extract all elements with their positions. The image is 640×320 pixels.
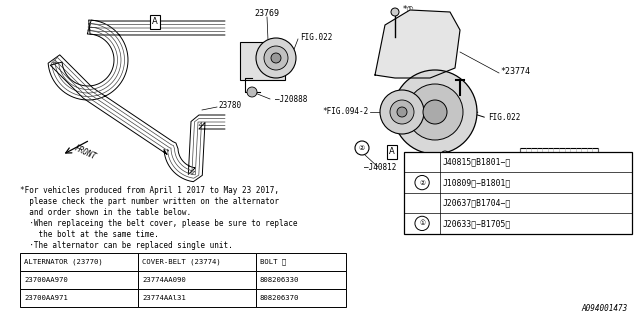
Circle shape <box>415 175 429 190</box>
Bar <box>138 289 256 307</box>
Text: and order shown in the table below.: and order shown in the table below. <box>20 208 191 217</box>
Text: 23774AA090: 23774AA090 <box>142 277 186 283</box>
Text: A094001473: A094001473 <box>582 304 628 313</box>
Text: FIG.022: FIG.022 <box>488 114 520 123</box>
Text: FRONT: FRONT <box>72 144 97 162</box>
Bar <box>20 271 138 289</box>
Bar <box>256 271 346 289</box>
Circle shape <box>355 141 369 155</box>
Text: —J40812: —J40812 <box>364 164 396 172</box>
Text: *23774: *23774 <box>500 68 530 76</box>
Bar <box>528 156 590 174</box>
Text: A: A <box>152 18 158 27</box>
Text: ②: ② <box>419 180 425 186</box>
Text: 23780: 23780 <box>218 100 241 109</box>
Text: 808206330: 808206330 <box>260 277 300 283</box>
Text: 23769: 23769 <box>255 9 280 18</box>
Circle shape <box>264 46 288 70</box>
Text: J20637（B1704−）: J20637（B1704−） <box>443 198 511 207</box>
Bar <box>240 42 285 80</box>
Bar <box>256 289 346 307</box>
Text: J40815（B1801−）: J40815（B1801−） <box>443 158 511 167</box>
Circle shape <box>271 53 281 63</box>
Text: *①: *① <box>403 5 415 14</box>
Text: *FIG.094-2: *FIG.094-2 <box>322 108 368 116</box>
Text: J10809（−B1801）: J10809（−B1801） <box>443 178 511 187</box>
Text: A: A <box>389 148 395 156</box>
Text: the bolt at the same time.: the bolt at the same time. <box>20 230 159 239</box>
Text: 23700AA970: 23700AA970 <box>24 277 68 283</box>
Circle shape <box>247 87 257 97</box>
Text: LABEL: LABEL <box>547 186 572 195</box>
Circle shape <box>256 38 296 78</box>
Circle shape <box>441 151 449 159</box>
Text: *For vehicles produced from April 1 2017 to May 23 2017,: *For vehicles produced from April 1 2017… <box>20 186 279 195</box>
Polygon shape <box>375 10 460 78</box>
Text: ·When replaceing the belt cover, please be sure to replace: ·When replaceing the belt cover, please … <box>20 219 298 228</box>
Circle shape <box>380 90 424 134</box>
Text: ALTERNATOR (23770): ALTERNATOR (23770) <box>24 259 103 265</box>
Bar <box>404 152 632 234</box>
Circle shape <box>397 107 407 117</box>
Text: ②: ② <box>359 145 365 151</box>
Text: —J20888: —J20888 <box>275 95 307 105</box>
Circle shape <box>391 8 399 16</box>
Circle shape <box>415 216 429 230</box>
Circle shape <box>393 70 477 154</box>
Text: COVER-BELT (23774): COVER-BELT (23774) <box>142 259 221 265</box>
Text: J20633（−B1705）: J20633（−B1705） <box>443 219 511 228</box>
Bar <box>256 253 346 271</box>
Text: 23700AA971: 23700AA971 <box>24 295 68 301</box>
Text: 23700AA9**: 23700AA9** <box>540 163 578 167</box>
Text: please check the part number written on the alternator: please check the part number written on … <box>20 197 279 206</box>
Bar <box>520 148 598 182</box>
Text: BOLT ①: BOLT ① <box>260 259 286 265</box>
Text: 808206370: 808206370 <box>260 295 300 301</box>
Bar <box>20 289 138 307</box>
Text: ·The alternator can be replaced single unit.: ·The alternator can be replaced single u… <box>20 241 233 250</box>
Text: ①: ① <box>419 220 425 227</box>
Text: FIG.022: FIG.022 <box>300 34 332 43</box>
Bar <box>20 253 138 271</box>
Circle shape <box>423 100 447 124</box>
Circle shape <box>390 100 414 124</box>
Bar <box>138 271 256 289</box>
Text: 23774AAl31: 23774AAl31 <box>142 295 186 301</box>
Circle shape <box>407 84 463 140</box>
Bar <box>138 253 256 271</box>
